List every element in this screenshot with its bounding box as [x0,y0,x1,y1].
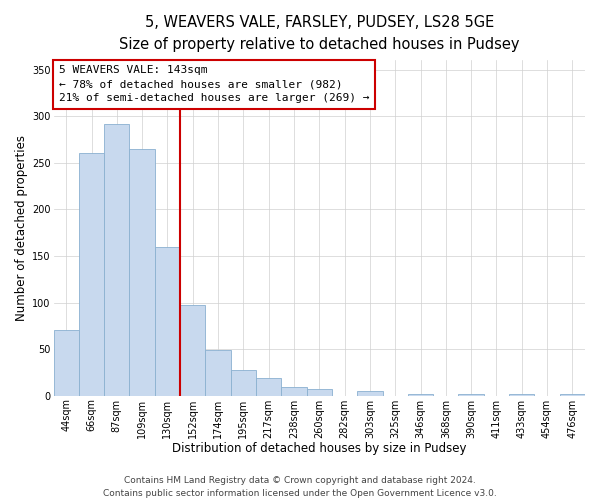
Bar [408,394,433,396]
X-axis label: Distribution of detached houses by size in Pudsey: Distribution of detached houses by size … [172,442,467,455]
Bar [130,149,155,396]
Bar [357,391,383,396]
Text: Contains HM Land Registry data © Crown copyright and database right 2024.
Contai: Contains HM Land Registry data © Crown c… [103,476,497,498]
Bar [307,389,332,396]
Bar [53,330,79,396]
Bar [180,306,205,396]
Text: 5 WEAVERS VALE: 143sqm
← 78% of detached houses are smaller (982)
21% of semi-de: 5 WEAVERS VALE: 143sqm ← 78% of detached… [59,66,370,104]
Bar [205,350,231,396]
Title: 5, WEAVERS VALE, FARSLEY, PUDSEY, LS28 5GE
Size of property relative to detached: 5, WEAVERS VALE, FARSLEY, PUDSEY, LS28 5… [119,15,520,52]
Bar [281,388,307,396]
Bar [79,154,104,396]
Bar [256,378,281,396]
Bar [231,370,256,396]
Y-axis label: Number of detached properties: Number of detached properties [15,135,28,321]
Bar [509,394,535,396]
Bar [104,124,130,396]
Bar [155,246,180,396]
Bar [458,394,484,396]
Bar [560,394,585,396]
